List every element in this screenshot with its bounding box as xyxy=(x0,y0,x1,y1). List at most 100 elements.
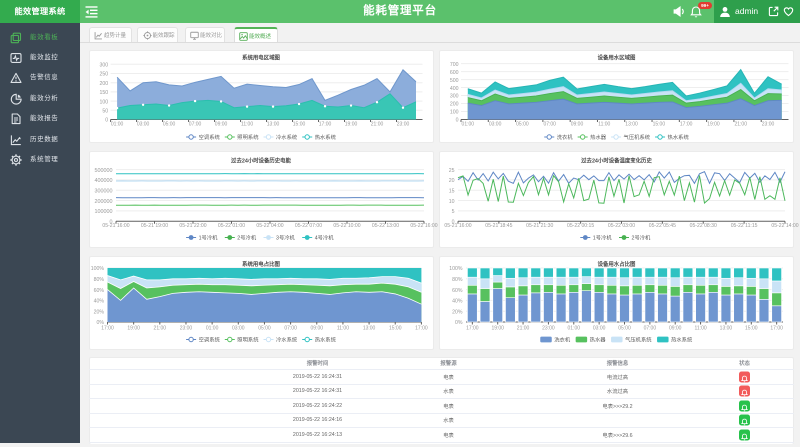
svg-text:冷水系统: 冷水系统 xyxy=(276,336,298,344)
svg-text:01:00: 01:00 xyxy=(462,121,475,127)
svg-text:01:00: 01:00 xyxy=(206,326,219,332)
svg-text:200: 200 xyxy=(450,102,459,108)
svg-text:05-22 10:00: 05-22 10:00 xyxy=(333,223,360,229)
svg-text:空调系统: 空调系统 xyxy=(199,133,221,141)
svg-text:05-21 16:00: 05-21 16:00 xyxy=(444,223,471,229)
svg-text:气压机系统: 气压机系统 xyxy=(625,336,652,344)
svg-text:21:00: 21:00 xyxy=(734,121,747,127)
svg-text:03:00: 03:00 xyxy=(593,326,606,332)
svg-text:01:00: 01:00 xyxy=(568,326,581,332)
svg-text:05-21 18:45: 05-21 18:45 xyxy=(485,223,512,229)
svg-text:05-22 07:00: 05-22 07:00 xyxy=(295,223,322,229)
svg-text:17:00: 17:00 xyxy=(466,326,479,332)
svg-text:冷水系统: 冷水系统 xyxy=(276,133,298,141)
svg-text:05-22 13:00: 05-22 13:00 xyxy=(372,223,399,229)
svg-text:热水系统: 热水系统 xyxy=(315,336,337,344)
svg-text:1号冷机: 1号冷机 xyxy=(199,234,219,242)
svg-text:21:00: 21:00 xyxy=(517,326,530,332)
svg-text:11:00: 11:00 xyxy=(598,121,610,127)
svg-text:11:00: 11:00 xyxy=(695,326,707,332)
svg-text:21:00: 21:00 xyxy=(371,121,384,127)
svg-text:17:00: 17:00 xyxy=(680,121,693,127)
svg-text:空调系统: 空调系统 xyxy=(199,336,221,344)
svg-text:500000: 500000 xyxy=(95,168,113,174)
svg-text:15: 15 xyxy=(449,188,455,194)
svg-text:300: 300 xyxy=(99,63,108,69)
svg-text:60%: 60% xyxy=(94,288,105,294)
svg-text:05-22 16:00: 05-22 16:00 xyxy=(410,223,437,229)
svg-text:200000: 200000 xyxy=(95,199,113,205)
svg-text:设备用水占比图: 设备用水占比图 xyxy=(598,260,636,268)
svg-text:23:00: 23:00 xyxy=(397,121,410,127)
svg-text:250: 250 xyxy=(99,72,108,78)
svg-text:1号冷机: 1号冷机 xyxy=(593,234,613,242)
svg-text:09:00: 09:00 xyxy=(311,326,324,332)
svg-text:热水系统: 热水系统 xyxy=(668,133,690,141)
svg-text:13:00: 13:00 xyxy=(363,326,376,332)
svg-text:05-22 08:30: 05-22 08:30 xyxy=(690,223,717,229)
svg-text:15:00: 15:00 xyxy=(745,326,758,332)
svg-text:过去24小时设备温度变化历史: 过去24小时设备温度变化历史 xyxy=(581,157,652,165)
svg-text:05:00: 05:00 xyxy=(516,121,529,127)
svg-text:0: 0 xyxy=(105,118,108,124)
svg-text:20%: 20% xyxy=(94,309,105,315)
svg-text:400000: 400000 xyxy=(95,178,113,184)
svg-text:20: 20 xyxy=(449,178,455,184)
svg-text:300000: 300000 xyxy=(95,188,113,194)
svg-text:0: 0 xyxy=(456,118,459,124)
svg-text:19:00: 19:00 xyxy=(345,121,358,127)
svg-text:500: 500 xyxy=(450,78,459,84)
svg-text:07:00: 07:00 xyxy=(543,121,556,127)
svg-text:3号冷机: 3号冷机 xyxy=(276,234,296,242)
svg-text:09:00: 09:00 xyxy=(571,121,584,127)
svg-text:80%: 80% xyxy=(452,277,463,283)
svg-text:11:00: 11:00 xyxy=(241,121,253,127)
svg-text:150: 150 xyxy=(99,90,108,96)
svg-text:设备用水区域图: 设备用水区域图 xyxy=(598,54,636,62)
svg-text:03:00: 03:00 xyxy=(489,121,502,127)
svg-text:气压机系统: 气压机系统 xyxy=(624,133,651,141)
svg-text:07:00: 07:00 xyxy=(189,121,202,127)
svg-text:05-21 16:00: 05-21 16:00 xyxy=(102,223,129,229)
svg-text:05:00: 05:00 xyxy=(258,326,271,332)
svg-text:19:00: 19:00 xyxy=(491,326,504,332)
svg-text:0: 0 xyxy=(110,219,113,225)
svg-text:洗衣机: 洗衣机 xyxy=(554,336,571,344)
svg-text:700: 700 xyxy=(450,62,459,68)
svg-text:5: 5 xyxy=(452,209,455,215)
svg-text:05:00: 05:00 xyxy=(163,121,176,127)
svg-text:600: 600 xyxy=(450,70,459,76)
svg-text:09:00: 09:00 xyxy=(215,121,228,127)
svg-text:60%: 60% xyxy=(452,288,463,294)
svg-text:10: 10 xyxy=(449,199,455,205)
svg-text:05-21 21:30: 05-21 21:30 xyxy=(526,223,553,229)
svg-text:2号冷机: 2号冷机 xyxy=(632,234,652,242)
svg-text:05-22 11:15: 05-22 11:15 xyxy=(731,223,758,229)
svg-text:50: 50 xyxy=(102,109,108,115)
svg-text:19:00: 19:00 xyxy=(707,121,720,127)
svg-text:13:00: 13:00 xyxy=(720,326,733,332)
svg-text:0%: 0% xyxy=(97,320,105,326)
svg-text:0%: 0% xyxy=(455,320,463,326)
svg-text:200: 200 xyxy=(99,81,108,87)
svg-text:05-22 14:00: 05-22 14:00 xyxy=(771,223,798,229)
svg-text:23:00: 23:00 xyxy=(542,326,555,332)
svg-text:23:00: 23:00 xyxy=(180,326,193,332)
svg-text:11:00: 11:00 xyxy=(337,326,349,332)
svg-text:05:00: 05:00 xyxy=(618,326,631,332)
svg-text:25: 25 xyxy=(449,168,455,174)
svg-text:05-21 19:00: 05-21 19:00 xyxy=(141,223,168,229)
svg-text:300: 300 xyxy=(450,94,459,100)
svg-text:17:00: 17:00 xyxy=(415,326,428,332)
svg-text:07:00: 07:00 xyxy=(284,326,297,332)
svg-text:05-22 03:00: 05-22 03:00 xyxy=(608,223,635,229)
svg-text:100: 100 xyxy=(99,99,108,105)
svg-text:2号冷机: 2号冷机 xyxy=(237,234,257,242)
svg-text:系统用电占比图: 系统用电占比图 xyxy=(242,260,280,268)
svg-text:照明系统: 照明系统 xyxy=(237,133,259,141)
svg-text:100: 100 xyxy=(450,110,459,116)
svg-text:热水系统: 热水系统 xyxy=(315,133,337,141)
svg-text:05-22 05:45: 05-22 05:45 xyxy=(649,223,676,229)
svg-text:09:00: 09:00 xyxy=(669,326,682,332)
svg-text:23:00: 23:00 xyxy=(762,121,775,127)
